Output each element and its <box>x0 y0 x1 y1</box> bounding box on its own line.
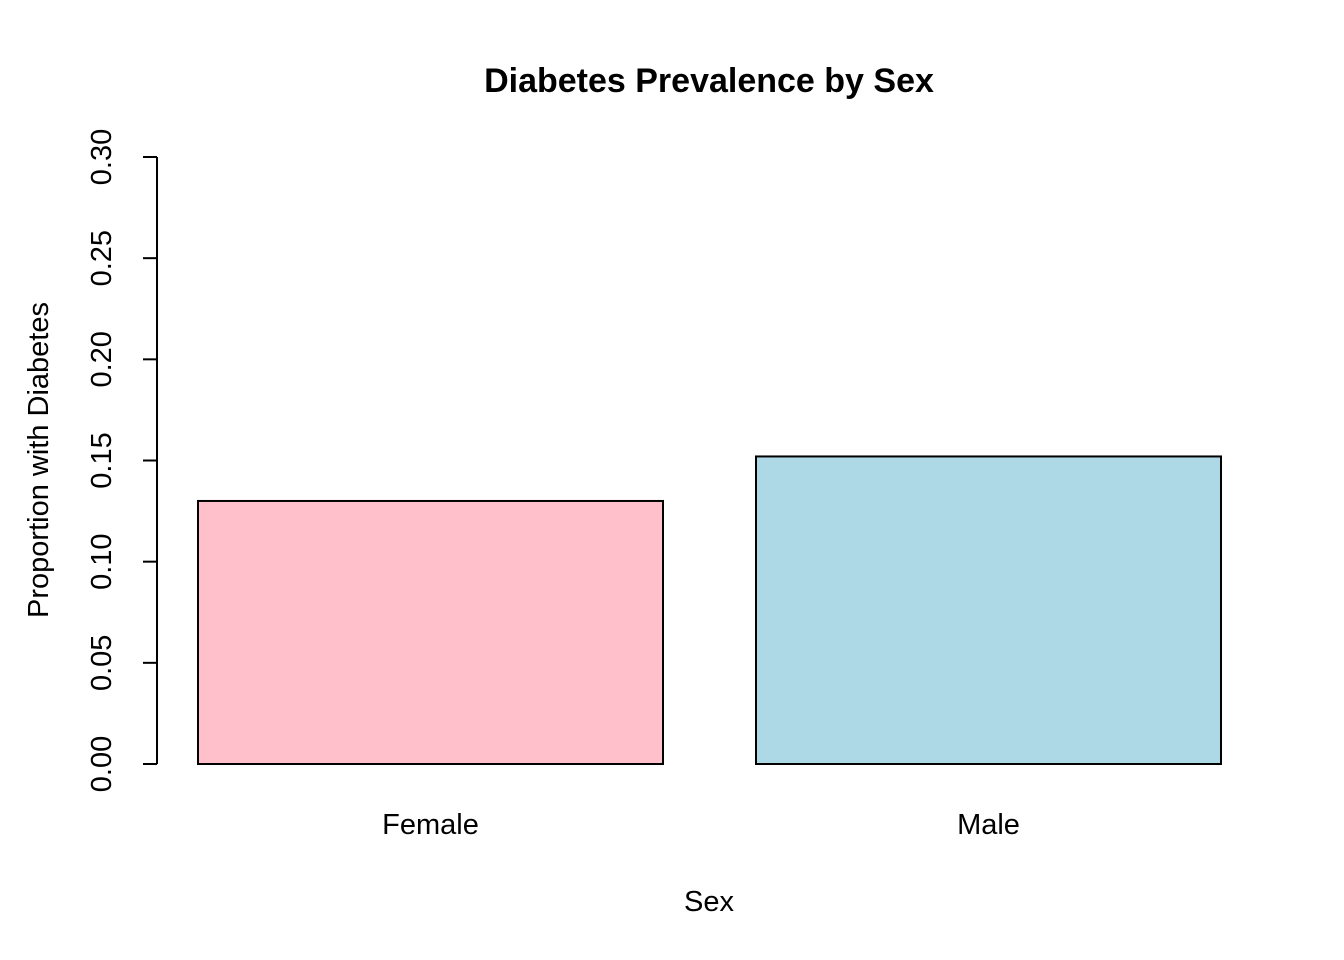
y-tick-label: 0.20 <box>86 331 118 387</box>
y-axis-label: Proportion with Diabetes <box>23 302 55 618</box>
x-tick-label: Male <box>957 809 1020 841</box>
y-tick-label: 0.10 <box>86 533 118 589</box>
bars <box>197 455 1222 765</box>
bar-female <box>197 499 664 765</box>
y-tick-label: 0.15 <box>86 432 118 488</box>
x-axis-label: Sex <box>684 886 734 918</box>
bar-male <box>755 455 1222 765</box>
y-tick-label: 0.25 <box>86 230 118 286</box>
y-tick-label: 0.00 <box>86 736 118 792</box>
chart-title: Diabetes Prevalence by Sex <box>484 62 934 100</box>
y-tick-label: 0.05 <box>86 635 118 691</box>
x-tick-label: Female <box>382 809 479 841</box>
y-axis: 0.00 0.05 0.10 0.15 0.20 0.25 0.30 <box>86 129 158 792</box>
x-axis-tick-labels: Female Male <box>382 809 1020 841</box>
y-tick-label: 0.30 <box>86 129 118 185</box>
